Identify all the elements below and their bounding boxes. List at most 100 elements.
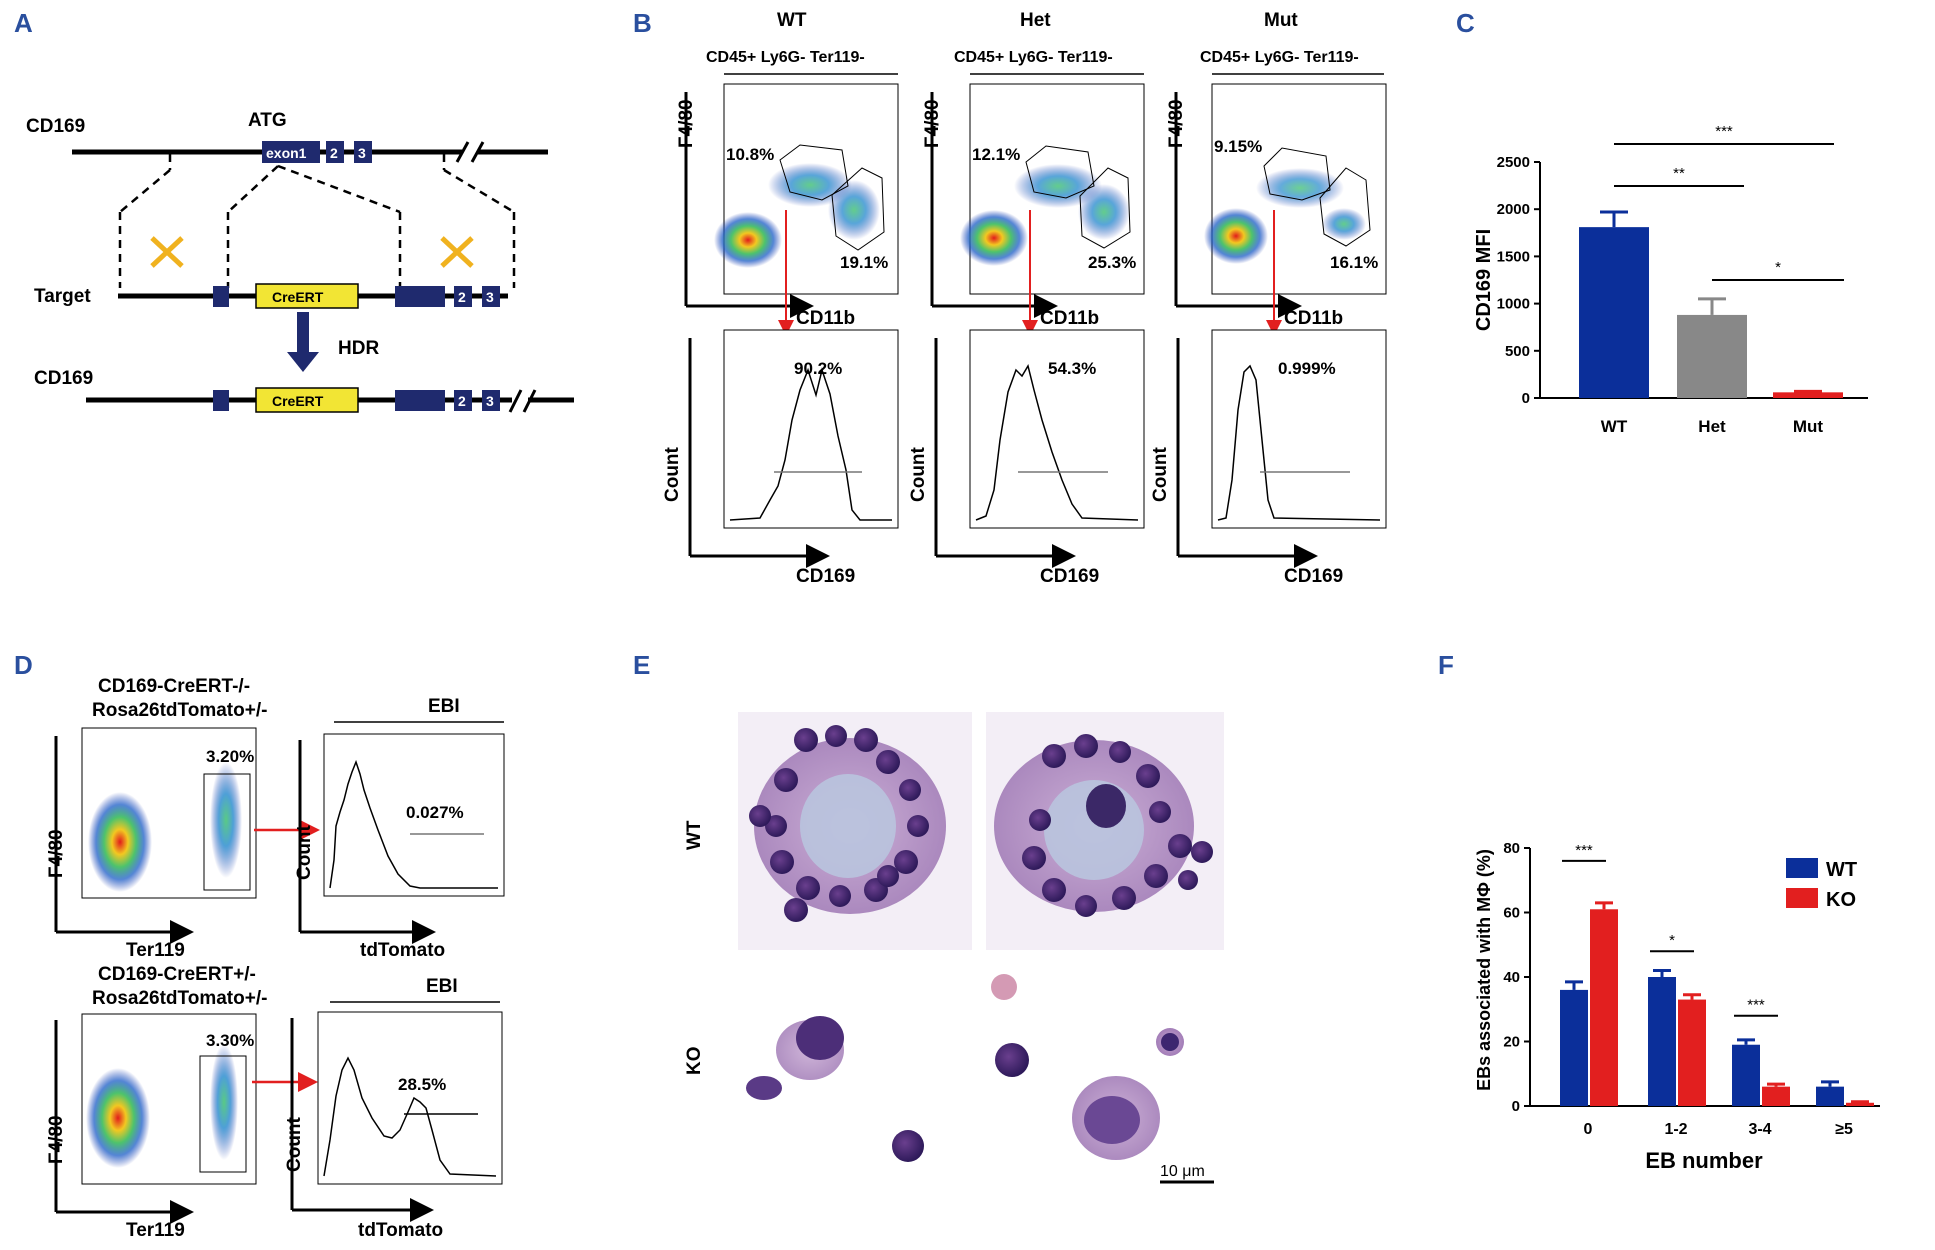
d2-title1: CD169-CreERT+/- [98, 964, 256, 985]
c-category-label: Mut [1793, 417, 1824, 436]
exon3-label-result: 3 [486, 393, 494, 409]
f-bar-wt-0 [1560, 989, 1588, 1106]
f-bar-ko-3 [1846, 1102, 1874, 1106]
panel-b-flow: WT CD45+ Ly6G- Ter119- 10.8% 19.1% F4/80… [662, 10, 1387, 587]
panel-label-c: C [1456, 8, 1475, 38]
f-ytick-label: 80 [1503, 840, 1520, 857]
panel-e-micrographs: WT KO [684, 712, 1224, 1184]
d2-ebi: EBI [426, 976, 458, 997]
gate-label-het: CD45+ Ly6G- Ter119- [954, 49, 1113, 66]
c-ytick-label: 500 [1505, 343, 1530, 360]
c-ytick-label: 2500 [1497, 154, 1530, 171]
hist-ylabel-wt: Count [662, 446, 683, 502]
exon1-label: exon1 [266, 145, 307, 161]
f-bar-wt-2 [1732, 1044, 1760, 1106]
dot-pct-upper-mut: 9.15% [1214, 137, 1262, 156]
c-ytick-label: 1500 [1497, 248, 1530, 265]
dot-pct-upper-het: 12.1% [972, 145, 1020, 164]
f-sig-label: * [1669, 932, 1675, 949]
f-bar-ko-1 [1678, 999, 1706, 1106]
genotype-het: Het [1020, 10, 1051, 31]
genotype-mut: Mut [1264, 10, 1298, 31]
d2-gate-pct: 3.30% [206, 1031, 254, 1050]
exon2-label: 2 [330, 145, 338, 161]
dot-xlabel-het: CD11b [1040, 308, 1099, 329]
d1-title2: Rosa26tdTomato+/- [92, 700, 267, 721]
c-bar-het [1677, 314, 1747, 398]
c-sig-label: ** [1673, 165, 1685, 182]
e-row-wt: WT [684, 820, 705, 850]
dot-ylabel-wt: F4/80 [676, 99, 697, 148]
d1-ebi: EBI [428, 696, 460, 717]
crossover-mark-right [440, 236, 474, 268]
e-row-ko: KO [684, 1047, 705, 1076]
d1-dot-xlabel: Ter119 [126, 940, 185, 961]
f-bar-ko-2 [1762, 1086, 1790, 1106]
exon2-label-result: 2 [458, 393, 466, 409]
hist-xlabel-het: CD169 [1040, 566, 1099, 587]
c-ytick-label: 1000 [1497, 296, 1530, 313]
panel-label-d: D [14, 650, 33, 680]
d1-hist-pct: 0.027% [406, 803, 464, 822]
panel-label-e: E [633, 650, 651, 680]
c-bar-wt [1579, 227, 1649, 398]
f-ytick-label: 40 [1503, 969, 1520, 986]
d1-dot-ylabel: F4/80 [46, 829, 67, 878]
exon3-label: 3 [358, 145, 366, 161]
hdr-arrow [287, 352, 319, 372]
f-legend-swatch-wt [1786, 858, 1818, 878]
f-bar-wt-1 [1648, 977, 1676, 1106]
c-sig-label: * [1775, 259, 1781, 276]
dot-pct-lower-wt: 19.1% [840, 253, 888, 272]
panel-a-construct: CD169 ATG exon1 2 3 Targ [26, 110, 574, 413]
creert-box-result [255, 387, 359, 413]
f-ylabel: EBs associated with MΦ (%) [1474, 849, 1494, 1091]
atg-label: ATG [248, 110, 287, 131]
exon3-label-target: 3 [486, 289, 494, 305]
exon2-box [326, 141, 344, 163]
gate-label-wt: CD45+ Ly6G- Ter119- [706, 49, 865, 66]
target-label: Target [34, 286, 91, 307]
f-bar-wt-3 [1816, 1086, 1844, 1106]
gene-label-result: CD169 [34, 368, 93, 389]
panel-label-b: B [633, 8, 652, 38]
micrograph-wt-2 [986, 712, 1224, 950]
f-legend-swatch-ko [1786, 888, 1818, 908]
f-sig-label: *** [1747, 997, 1765, 1014]
hist-ylabel-mut: Count [1150, 446, 1171, 502]
hist-xlabel-wt: CD169 [796, 566, 855, 587]
genotype-wt: WT [777, 10, 807, 31]
d2-hist-ylabel: Count [284, 1116, 305, 1172]
dot-pct-lower-mut: 16.1% [1330, 253, 1378, 272]
d1-title1: CD169-CreERT-/- [98, 676, 250, 697]
d2-hist-xlabel: tdTomato [358, 1220, 443, 1241]
d2-dot-ylabel: F4/80 [46, 1115, 67, 1164]
c-category-label: WT [1601, 417, 1628, 436]
d2-title2: Rosa26tdTomato+/- [92, 988, 267, 1009]
dot-ylabel-mut: F4/80 [1166, 99, 1187, 148]
panel-b-col-wt: WT CD45+ Ly6G- Ter119- 10.8% 19.1% F4/80… [662, 10, 899, 587]
panel-label-a: A [14, 8, 33, 38]
hist-pct-mut: 0.999% [1278, 359, 1336, 378]
f-ytick-label: 20 [1503, 1034, 1520, 1051]
panel-d-flow: CD169-CreERT-/- Rosa26tdTomato+/- 3.20% … [46, 676, 505, 1241]
d1-hist-xlabel: tdTomato [360, 940, 445, 961]
dot-pct-upper-wt: 10.8% [726, 145, 774, 164]
panel-b-col-mut: Mut CD45+ Ly6G- Ter119- 9.15% 16.1% F4/8… [1150, 10, 1387, 587]
c-category-label: Het [1698, 417, 1726, 436]
exon2-label-target: 2 [458, 289, 466, 305]
dot-xlabel-mut: CD11b [1284, 308, 1343, 329]
f-sig-label: *** [1575, 842, 1593, 859]
exon1-box [262, 141, 320, 163]
f-bar-ko-0 [1590, 909, 1618, 1106]
f-category-label: ≥5 [1835, 1121, 1853, 1138]
crossover-mark-left [150, 236, 184, 268]
hist-pct-het: 54.3% [1048, 359, 1096, 378]
dot-pct-lower-het: 25.3% [1088, 253, 1136, 272]
f-category-label: 3-4 [1748, 1121, 1771, 1138]
micrograph-ko [746, 974, 1184, 1162]
dot-xlabel-wt: CD11b [796, 308, 855, 329]
hdr-label: HDR [338, 338, 379, 359]
